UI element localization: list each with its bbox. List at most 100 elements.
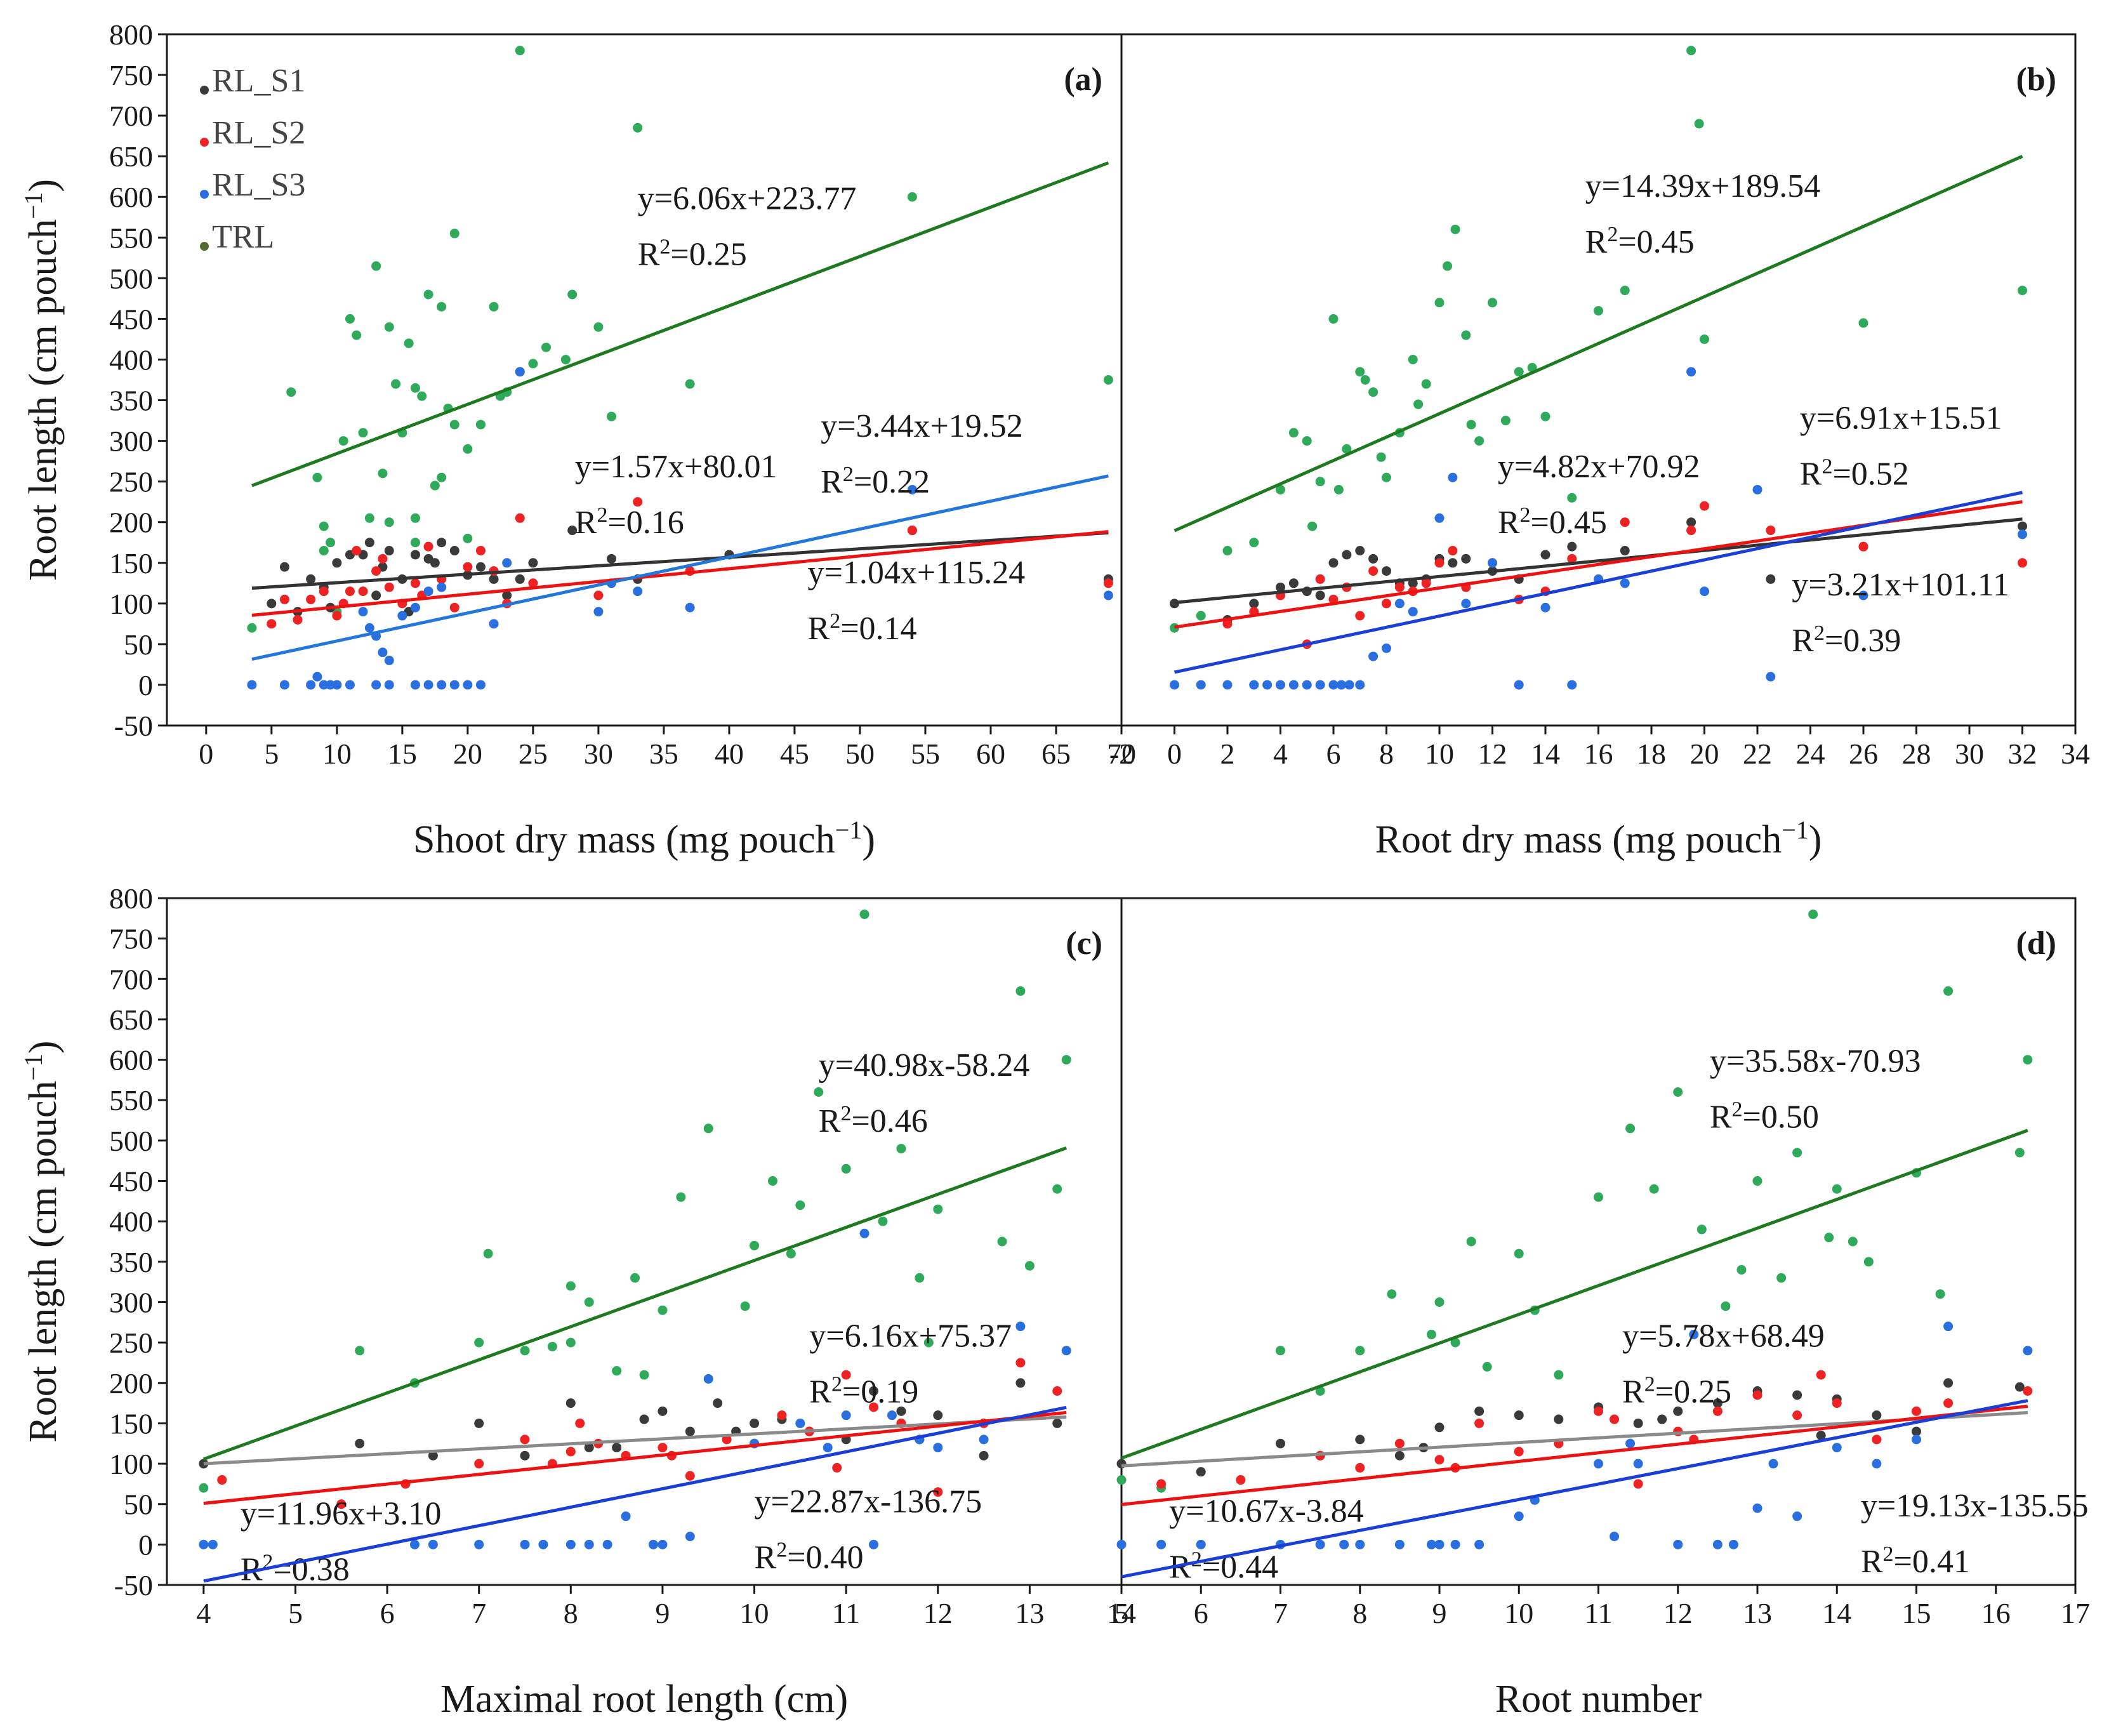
point-trl-d (1450, 1337, 1460, 1348)
point-rl-s3-d (1450, 1539, 1460, 1549)
y-tick-label-c: 50 (124, 1488, 153, 1521)
point-rl-s3-d (1673, 1539, 1683, 1549)
legend-label-rl-s3: RL_S3 (212, 167, 305, 203)
x-tick-label-a: 40 (715, 738, 744, 770)
point-rl-s3-a (410, 602, 420, 613)
point-rl-s2-d (1816, 1370, 1826, 1380)
fit-line-rl-s3-b (1174, 491, 2023, 674)
point-trl-d (1554, 1370, 1564, 1380)
point-rl-s2-d (1394, 1438, 1405, 1448)
x-tick-label-d: 13 (1743, 1597, 1772, 1629)
point-rl-s1-c (750, 1418, 760, 1428)
point-trl-d (1848, 1236, 1858, 1247)
point-trl-b (1382, 472, 1391, 482)
point-trl-d (1434, 1297, 1445, 1307)
y-tick-label-c: 700 (109, 963, 153, 995)
point-rl-s3-b (1394, 599, 1405, 609)
point-rl-s1-d (1474, 1406, 1485, 1416)
point-trl-b (1434, 298, 1445, 308)
point-trl-b (1328, 314, 1339, 324)
point-rl-s1-c (979, 1450, 989, 1461)
point-trl-a (463, 444, 473, 454)
point-trl-d (1466, 1236, 1476, 1247)
point-rl-s1-d (1633, 1418, 1643, 1428)
point-rl-s1-c (584, 1443, 594, 1453)
point-rl-s2-a (352, 546, 362, 556)
point-trl-d (1736, 1265, 1747, 1275)
x-tick-label-b: 4 (1273, 738, 1288, 770)
point-rl-s3-c (1015, 1322, 1026, 1332)
point-rl-s3-a (364, 623, 374, 633)
point-trl-a (475, 420, 486, 430)
point-trl-b (1222, 546, 1233, 556)
point-trl-d (1863, 1257, 1874, 1267)
x-tick-label-b: 20 (1690, 738, 1719, 770)
point-rl-s2-c (658, 1443, 668, 1453)
y-tick-label-a: 450 (109, 303, 153, 335)
equation-rl-s3-b: y=6.91x+15.51 (1800, 400, 2002, 436)
r-squared-rl-s1-a: R2=0.14 (808, 609, 917, 647)
point-rl-s3-c (933, 1443, 943, 1453)
point-trl-c (1052, 1184, 1062, 1194)
point-rl-s3-d (1315, 1539, 1325, 1549)
point-rl-s2-b (1315, 574, 1325, 584)
x-tick-label-a: 35 (649, 738, 678, 770)
point-rl-s1-b (1288, 578, 1299, 588)
y-axis-title-c: Root length (cm pouch−1) (19, 1040, 65, 1442)
point-rl-s2-b (1222, 619, 1233, 629)
point-rl-s2-a (345, 586, 355, 597)
point-rl-s2-a (475, 546, 486, 556)
legend-label-trl: TRL (212, 219, 274, 255)
point-rl-s2-c (685, 1471, 695, 1481)
point-rl-s2-b (1766, 526, 1776, 536)
point-trl-c (612, 1366, 622, 1376)
point-rl-s1-c (355, 1438, 365, 1448)
point-trl-a (391, 379, 401, 389)
x-tick-label-c: 14 (1107, 1597, 1136, 1629)
point-rl-s1-d (1816, 1431, 1826, 1441)
point-trl-a (312, 472, 322, 482)
point-rl-s1-a (502, 590, 512, 600)
legend-label-rl-s2: RL_S2 (212, 115, 305, 151)
x-tick-label-d: 6 (1194, 1597, 1208, 1629)
x-tick-label-c: 12 (923, 1597, 953, 1629)
point-trl-b (1376, 452, 1386, 462)
point-trl-a (463, 533, 473, 543)
point-trl-a (1103, 375, 1113, 385)
point-rl-s2-a (279, 594, 289, 604)
point-rl-s2-d (1872, 1435, 1882, 1445)
point-rl-s3-a (397, 611, 407, 621)
point-rl-s2-a (528, 578, 538, 588)
point-trl-a (384, 322, 394, 332)
point-rl-s3-b (1461, 599, 1471, 609)
point-trl-b (1488, 298, 1497, 308)
panel-d: 5 6 7 8 9 10 11 12 13 14 15 16 17 y=35.58x-70.93 R2=0… (1114, 897, 2090, 1721)
x-tick-label-a: 60 (976, 738, 1005, 770)
point-rl-s3-a (633, 586, 643, 597)
r-squared-rl-s3-b: R2=0.52 (1800, 454, 1909, 493)
point-rl-s3-a (326, 680, 336, 690)
legend-marker-rl-s1 (200, 86, 209, 95)
point-rl-s3-b (1567, 680, 1577, 690)
point-trl-b (1540, 411, 1551, 421)
point-rl-s1-b (1540, 550, 1551, 560)
point-rl-s1-d (1434, 1422, 1445, 1433)
point-rl-s3-c (199, 1539, 209, 1549)
point-rl-s2-a (410, 578, 420, 588)
point-trl-a (345, 314, 355, 324)
point-rl-s1-c (933, 1410, 943, 1421)
point-rl-s1-a (528, 558, 538, 568)
x-tick-label-c: 8 (564, 1597, 578, 1629)
point-rl-s2-b (1686, 526, 1696, 536)
y-tick-label-a: 750 (109, 59, 153, 91)
legend-marker-rl-s3 (200, 190, 209, 199)
point-rl-s1-a (332, 558, 342, 568)
point-trl-a (685, 379, 695, 389)
point-rl-s1-b (1686, 517, 1696, 527)
panel-label-c: (c) (1066, 925, 1102, 962)
point-trl-c (639, 1370, 649, 1380)
point-trl-c (859, 909, 870, 919)
point-trl-a (247, 623, 257, 633)
point-trl-c (915, 1273, 925, 1283)
x-tick-label-c: 6 (380, 1597, 395, 1629)
